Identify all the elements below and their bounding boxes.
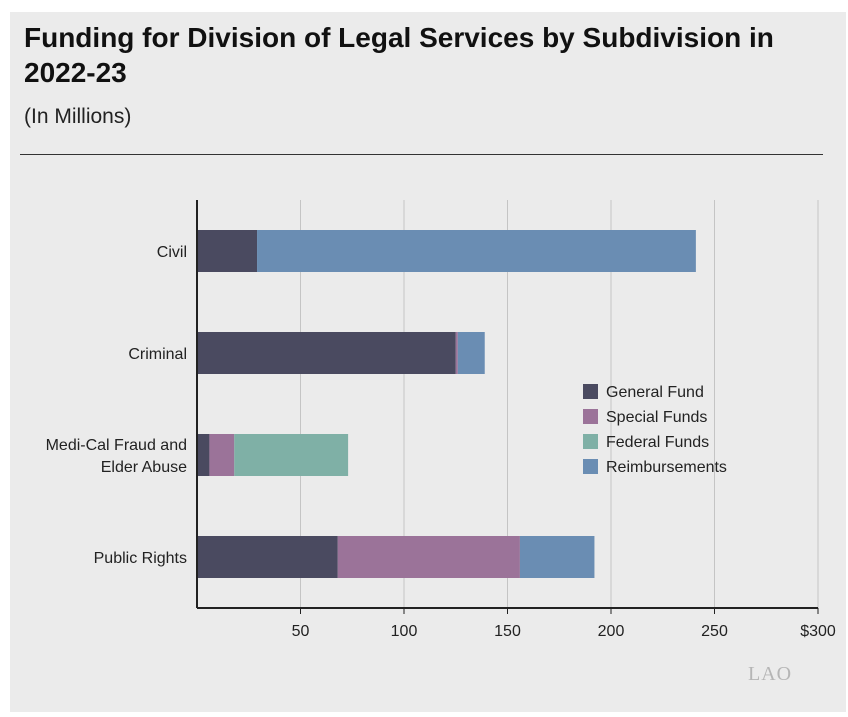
category-label-line: Medi-Cal Fraud and (46, 437, 187, 454)
bars (197, 230, 696, 578)
bar-segment-special-funds (337, 536, 520, 578)
bar-segment-general-fund (197, 434, 210, 476)
category-label: Civil (157, 244, 187, 261)
bar-segment-general-fund (197, 332, 456, 374)
x-tick-label: 150 (494, 623, 521, 640)
bar-segment-reimbursements (257, 230, 696, 272)
legend-label: Federal Funds (606, 434, 709, 451)
bar-segment-special-funds (209, 434, 235, 476)
category-label-line: Public Rights (94, 550, 187, 567)
category-label: Medi-Cal Fraud and Elder Abuse (46, 437, 188, 476)
x-tick-label: 50 (292, 623, 310, 640)
legend-swatch (583, 459, 598, 474)
category-labels: Civil Criminal Medi-Cal Fraud and Elder Abu… (46, 244, 188, 567)
category-label-line: Criminal (128, 346, 187, 363)
bar-segment-reimbursements (519, 536, 595, 578)
bar-segment-general-fund (197, 230, 258, 272)
legend-label: Reimbursements (606, 459, 727, 476)
bar-segment-general-fund (197, 536, 338, 578)
category-label: Criminal (128, 346, 187, 363)
bar-segment-special-funds (455, 332, 458, 374)
bar-segment-reimbursements (457, 332, 485, 374)
chart-title: Funding for Division of Legal Services b… (24, 22, 774, 88)
bar-segment-federal-funds (234, 434, 349, 476)
legend-swatch (583, 409, 598, 424)
title-divider (20, 154, 823, 155)
x-tick-labels: 50 100 150 200 250 $300 (292, 608, 836, 640)
x-tick-label: $300 (800, 623, 836, 640)
legend-swatch (583, 434, 598, 449)
category-label-line: Elder Abuse (101, 459, 187, 476)
x-tick-label: 100 (391, 623, 418, 640)
x-tick-label: 200 (598, 623, 625, 640)
legend: General Fund Special Funds Federal Funds Re… (583, 384, 727, 476)
legend-swatch (583, 384, 598, 399)
lao-logo: LAO (748, 663, 793, 685)
legend-label: Special Funds (606, 409, 707, 426)
x-tick-label: 250 (701, 623, 728, 640)
category-label: Public Rights (94, 550, 187, 567)
legend-label: General Fund (606, 384, 704, 401)
category-label-line: Civil (157, 244, 187, 261)
chart-subtitle: (In Millions) (24, 105, 132, 128)
